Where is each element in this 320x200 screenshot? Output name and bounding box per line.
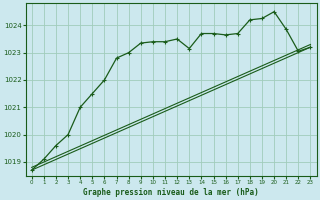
- X-axis label: Graphe pression niveau de la mer (hPa): Graphe pression niveau de la mer (hPa): [83, 188, 259, 197]
